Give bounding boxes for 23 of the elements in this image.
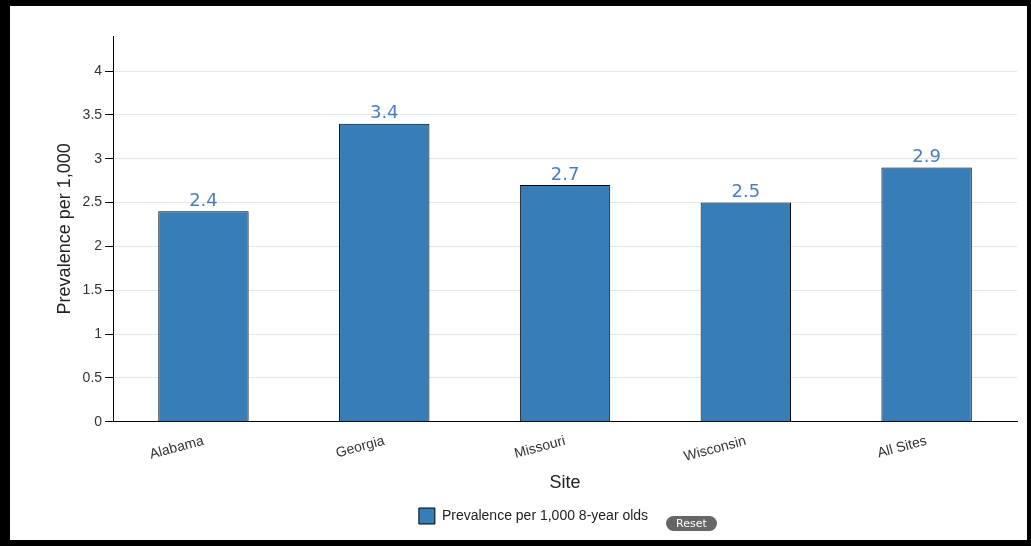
y-axis-title: Prevalence per 1,000: [53, 143, 74, 315]
y-tick-label: 0: [94, 412, 103, 429]
data-label: 3.4: [369, 101, 399, 123]
data-label: 2.9: [912, 145, 941, 167]
y-tick-label: 2.5: [82, 193, 103, 210]
data-label: 2.7: [550, 162, 580, 184]
legend-label: Prevalence per 1,000 8-year olds: [441, 506, 649, 523]
y-tick-label: 3: [94, 149, 103, 166]
reset-button: Reset: [666, 516, 717, 531]
y-tick-label: 2: [94, 237, 103, 254]
data-label: 2.4: [189, 188, 218, 210]
y-tick-label: 3.5: [82, 105, 103, 122]
x-tick-label: All Sites: [875, 431, 929, 461]
y-tick-label: 0.5: [82, 368, 103, 385]
y-tick-label: 1.5: [82, 281, 103, 298]
x-tick-label: Missouri: [512, 431, 567, 461]
y-tick-label: 4: [94, 61, 103, 78]
x-tick-label: Wisconsin: [681, 431, 748, 464]
x-axis-title: Site: [549, 472, 581, 493]
y-tick-label: 1: [94, 324, 103, 341]
data-label: 2.5: [731, 180, 761, 202]
x-tick-label: Georgia: [333, 431, 387, 461]
x-tick-label: Alabama: [147, 431, 206, 462]
